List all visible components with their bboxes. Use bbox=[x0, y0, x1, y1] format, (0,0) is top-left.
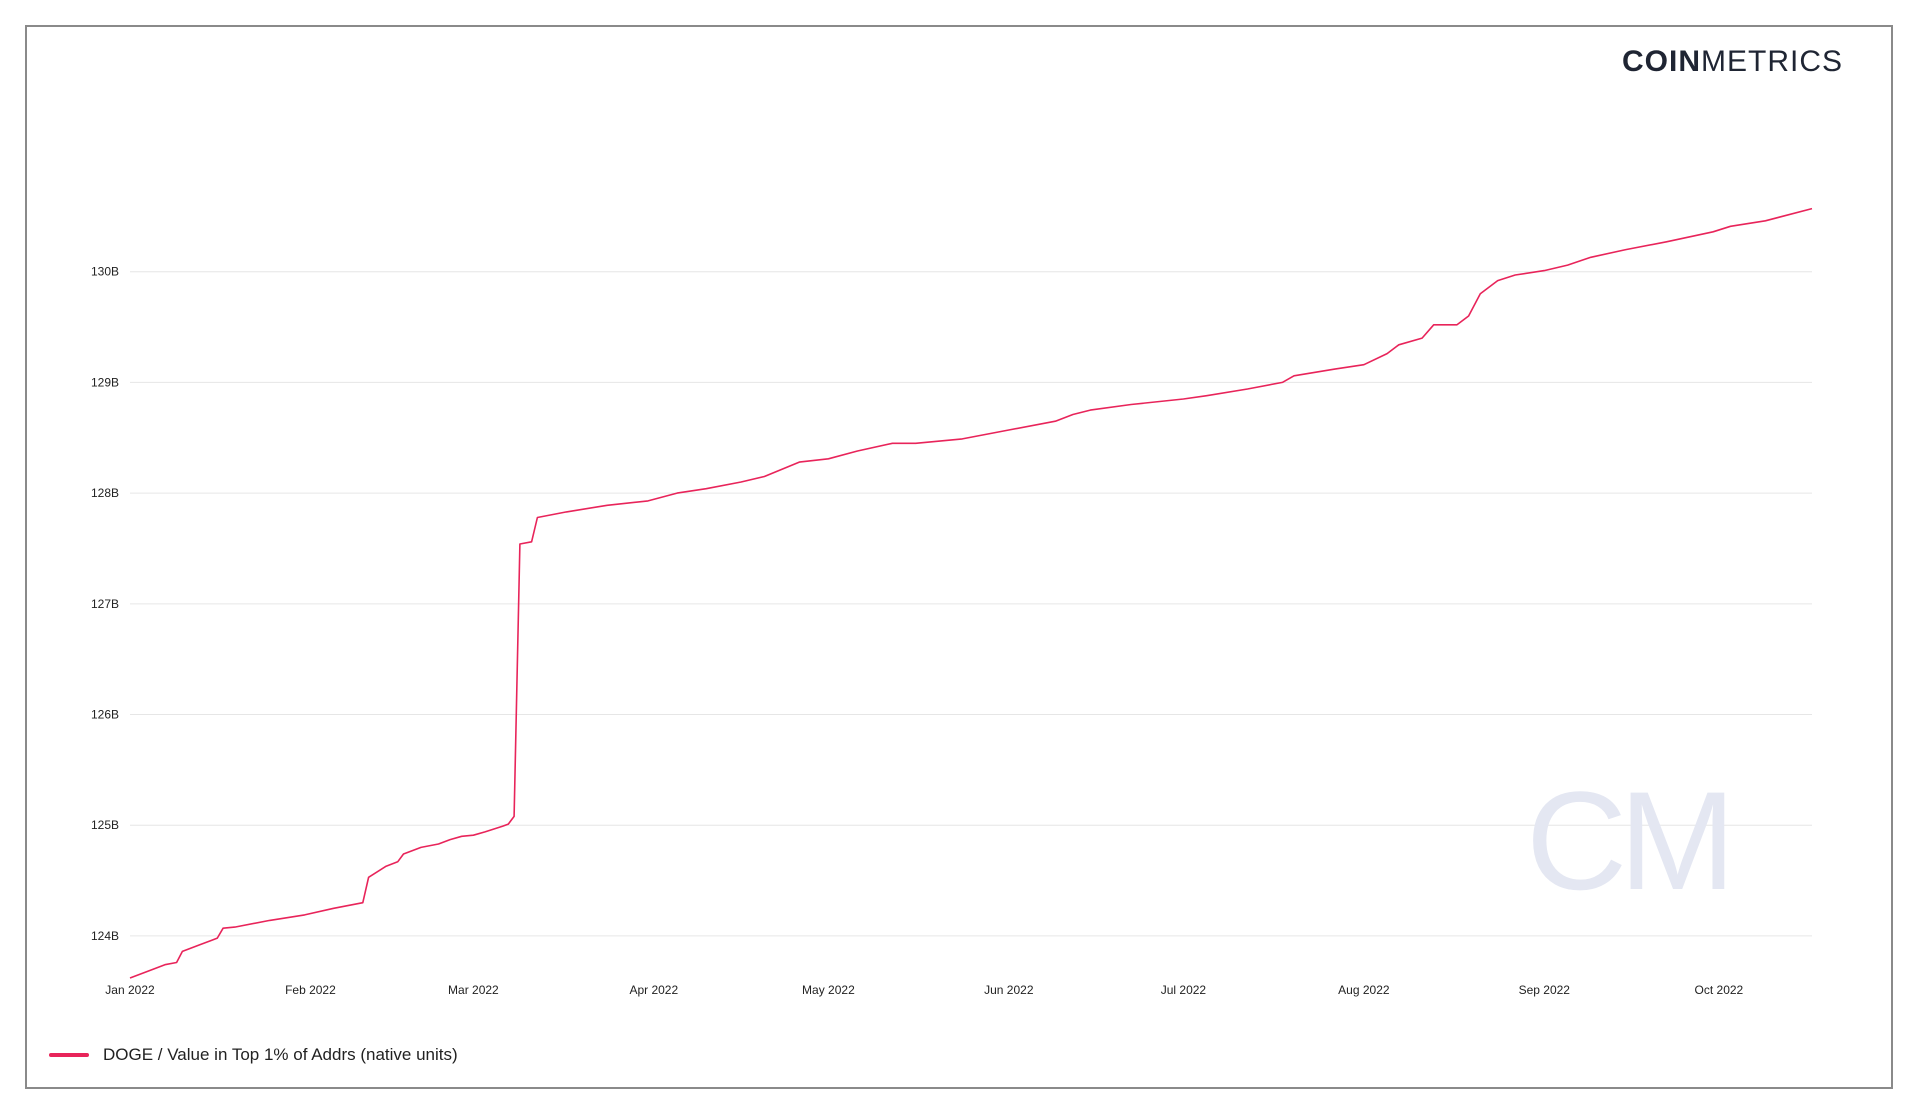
watermark-text: CM bbox=[1526, 762, 1728, 919]
y-axis-labels: 124B 125B 126B 127B 128B 129B 130B bbox=[91, 265, 119, 943]
x-tick-label: Apr 2022 bbox=[629, 983, 678, 997]
x-tick-label: Sep 2022 bbox=[1519, 983, 1571, 997]
x-tick-label: Oct 2022 bbox=[1695, 983, 1744, 997]
y-tick-label: 129B bbox=[91, 375, 119, 389]
x-tick-label: Jun 2022 bbox=[984, 983, 1034, 997]
x-tick-label: Aug 2022 bbox=[1338, 983, 1390, 997]
chart-frame: COINMETRICS CM 124B 125B 126B 127B 128B 129B 1… bbox=[25, 25, 1893, 1089]
x-tick-label: Jul 2022 bbox=[1161, 983, 1207, 997]
x-tick-label: Jan 2022 bbox=[105, 983, 155, 997]
y-tick-label: 127B bbox=[91, 597, 119, 611]
y-tick-label: 128B bbox=[91, 486, 119, 500]
logo-light-text: METRICS bbox=[1701, 45, 1843, 78]
legend: DOGE / Value in Top 1% of Addrs (native … bbox=[49, 1045, 458, 1065]
y-tick-label: 124B bbox=[91, 929, 119, 943]
legend-swatch bbox=[49, 1053, 89, 1057]
x-axis-labels: Jan 2022 Feb 2022 Mar 2022 Apr 2022 May 2022… bbox=[105, 983, 1743, 997]
coinmetrics-logo: COINMETRICS bbox=[1622, 45, 1843, 79]
logo-bold-text: COIN bbox=[1622, 45, 1701, 78]
y-tick-label: 125B bbox=[91, 818, 119, 832]
y-tick-label: 130B bbox=[91, 265, 119, 279]
series-line bbox=[129, 207, 1813, 979]
grid-lines bbox=[130, 271, 1812, 937]
x-tick-label: Mar 2022 bbox=[448, 983, 499, 997]
legend-label: DOGE / Value in Top 1% of Addrs (native … bbox=[103, 1045, 458, 1064]
x-tick-label: Feb 2022 bbox=[285, 983, 336, 997]
x-tick-label: May 2022 bbox=[802, 983, 855, 997]
line-chart: CM 124B 125B 126B 127B 128B 129B 130B Jan 2022… bbox=[91, 207, 1813, 997]
cm-watermark: CM bbox=[1526, 762, 1736, 919]
y-tick-label: 126B bbox=[91, 708, 119, 722]
